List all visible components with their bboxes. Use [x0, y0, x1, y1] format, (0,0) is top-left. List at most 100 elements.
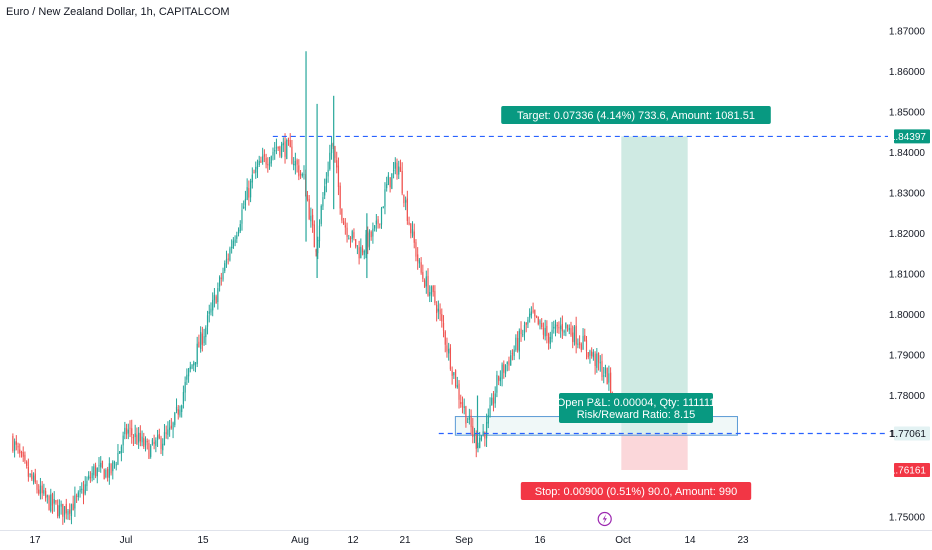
- candle-body-73: [138, 432, 140, 443]
- candle-body-307: [541, 323, 543, 328]
- candle-body-75: [141, 436, 143, 443]
- candle-body-130: [236, 235, 238, 239]
- candle-body-45: [89, 477, 91, 479]
- candle-body-142: [256, 165, 259, 170]
- candle-body-190: [339, 185, 341, 209]
- candle-body-88: [163, 432, 166, 446]
- candle-body-288: [508, 360, 510, 366]
- candle-body-343: [603, 375, 605, 377]
- candle-body-232: [411, 229, 414, 236]
- candle-body-177: [317, 239, 319, 254]
- candle-body-77: [144, 439, 147, 446]
- candle-body-215: [382, 206, 384, 209]
- candle-body-207: [368, 230, 371, 247]
- candle-body-295: [520, 328, 522, 335]
- candle-body-345: [606, 368, 608, 385]
- candle-body-57: [110, 463, 112, 474]
- horizontal-lines: [272, 135, 888, 435]
- candle-body-80: [150, 445, 152, 457]
- candle-body-187: [334, 146, 336, 158]
- candle-body-255: [451, 370, 453, 376]
- candle-body-152: [274, 149, 276, 152]
- candle-body-111: [203, 336, 205, 344]
- candle-body-282: [498, 375, 500, 381]
- candle-body-324: [570, 328, 572, 335]
- candle-body-180: [322, 197, 324, 207]
- candle-body-264: [467, 421, 469, 423]
- candle-body-293: [516, 337, 519, 351]
- candle-body-322: [566, 324, 569, 328]
- candle-body-239: [423, 280, 426, 288]
- lightning-icon: [597, 511, 612, 527]
- candle-body-250: [442, 322, 445, 331]
- target-label: Target: 0.07336 (4.14%) 733.6, Amount: 1…: [501, 106, 771, 124]
- candle-body-242: [429, 292, 431, 297]
- candle-body-18: [43, 490, 45, 494]
- candle-body-246: [436, 304, 438, 314]
- candle-body-201: [358, 247, 360, 259]
- price-axis[interactable]: 1.87000 1.86000 1.85000 1.84000 1.83000 1.820…: [889, 27, 930, 524]
- candle-body-102: [187, 368, 190, 377]
- price-tag-entry: 1.77061: [890, 426, 930, 441]
- candle-body-243: [430, 286, 433, 295]
- candle-body-128: [232, 240, 234, 248]
- time-axis[interactable]: 17 Jul 15 Aug 12 21 Sep 16 Oct 14 23: [29, 535, 749, 546]
- candle-body-216: [384, 189, 386, 207]
- candle-body-38: [77, 492, 79, 498]
- candle-body-51: [100, 462, 102, 468]
- candle-body-313: [551, 329, 553, 339]
- price-tick-0: 1.87000: [889, 27, 926, 38]
- time-tick-2: 15: [197, 535, 209, 546]
- candle-body-32: [67, 510, 69, 515]
- candle-body-323: [568, 327, 570, 331]
- candle-body-318: [560, 325, 562, 330]
- candle-body-331: [582, 335, 584, 350]
- candle-body-89: [165, 432, 167, 434]
- time-tick-6: Sep: [455, 535, 473, 546]
- candle-body-46: [91, 472, 93, 479]
- candle-body-162: [291, 146, 293, 164]
- price-tick-5: 1.82000: [889, 229, 926, 240]
- candle-body-1: [13, 441, 16, 451]
- candle-body-212: [377, 219, 379, 224]
- candle-body-258: [456, 385, 458, 388]
- candle-body-204: [363, 250, 365, 255]
- candle-body-332: [584, 335, 586, 342]
- candle-body-225: [399, 167, 402, 172]
- candle-body-253: [448, 348, 450, 354]
- candle-body-183: [327, 169, 329, 177]
- price-tag-target-text: 1.84397: [890, 132, 927, 143]
- candle-body-163: [293, 163, 295, 165]
- price-tag-stop-bg: [894, 462, 930, 477]
- candle-body-333: [585, 340, 588, 352]
- candle-body-67: [127, 429, 129, 434]
- candle-body-129: [234, 239, 236, 243]
- candle-body-285: [503, 364, 505, 373]
- candle-body-347: [610, 372, 612, 399]
- candle-body-4: [19, 449, 21, 454]
- candle-body-284: [501, 364, 503, 380]
- candle-body-249: [441, 314, 443, 322]
- candle-body-99: [182, 392, 185, 404]
- candle-body-266: [470, 415, 472, 428]
- candle-body-226: [401, 170, 403, 194]
- candle-body-326: [573, 326, 576, 343]
- time-tick-5: 21: [399, 535, 411, 546]
- candle-body-52: [101, 460, 104, 468]
- candle-body-169: [303, 174, 305, 176]
- price-tick-6: 1.81000: [889, 270, 926, 281]
- candle-body-8: [26, 461, 28, 466]
- candle-body-113: [206, 315, 209, 327]
- candle-body-176: [315, 249, 317, 252]
- candle-body-272: [480, 435, 483, 440]
- candle-body-10: [29, 473, 31, 475]
- candle-body-181: [324, 186, 326, 196]
- candle-body-286: [504, 365, 507, 374]
- candle-body-126: [229, 248, 231, 261]
- candle-body-230: [408, 222, 410, 225]
- candle-body-106: [194, 361, 197, 365]
- candle-body-274: [484, 431, 486, 439]
- candle-body-202: [360, 246, 362, 258]
- candle-body-131: [237, 229, 240, 234]
